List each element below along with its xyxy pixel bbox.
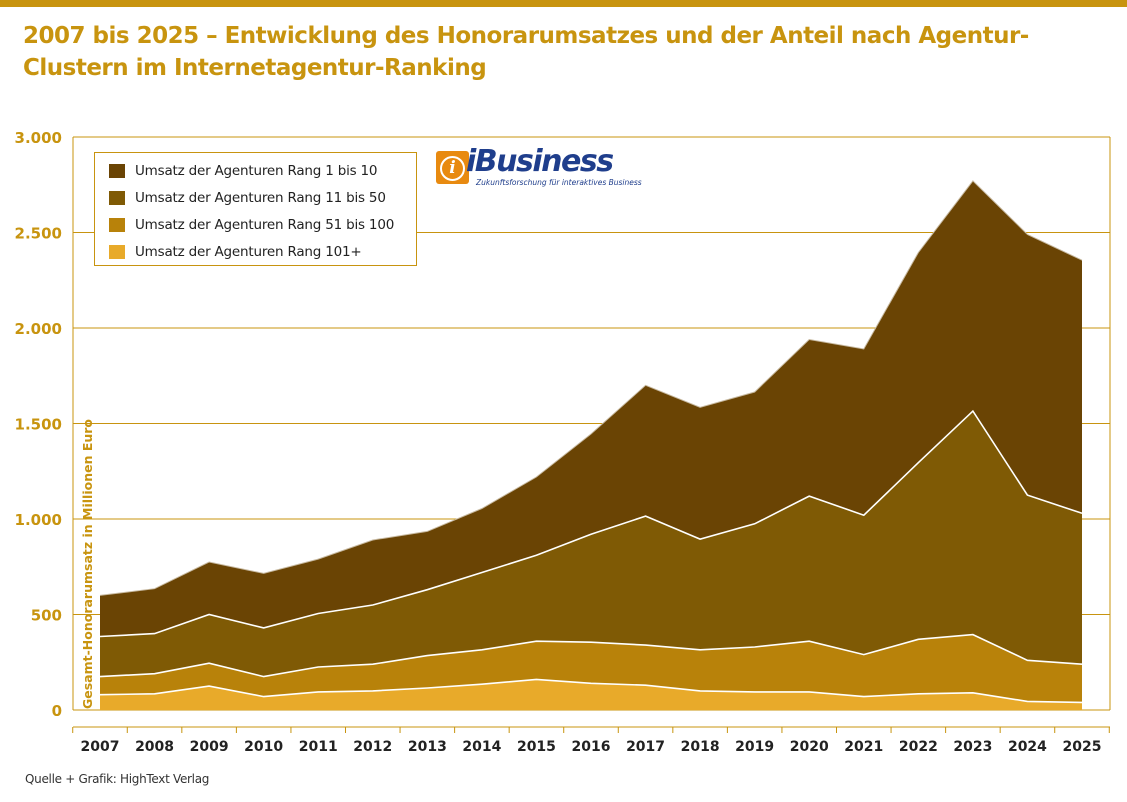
y-tick-label: 1.500 bbox=[15, 416, 62, 434]
chart-title: 2007 bis 2025 – Entwicklung des Honoraru… bbox=[23, 23, 1029, 81]
source-note: Quelle + Grafik: HighText Verlag bbox=[25, 772, 210, 786]
legend-swatch bbox=[109, 245, 125, 259]
x-tick-label: 2012 bbox=[353, 739, 392, 755]
legend-label: Umsatz der Agenturen Rang 1 bis 10 bbox=[135, 163, 378, 179]
y-tick-label: 3.000 bbox=[15, 129, 62, 147]
x-tick-label: 2010 bbox=[244, 739, 283, 755]
legend-swatch bbox=[109, 191, 125, 205]
x-tick-label: 2018 bbox=[681, 739, 720, 755]
info-icon: i bbox=[436, 151, 469, 184]
legend-swatch bbox=[109, 164, 125, 178]
x-tick-label: 2022 bbox=[899, 739, 938, 755]
x-tick-label: 2011 bbox=[299, 739, 338, 755]
x-tick-label: 2021 bbox=[844, 739, 883, 755]
series-line bbox=[99, 678, 1083, 704]
area-series bbox=[100, 679, 1082, 710]
x-tick-label: 2020 bbox=[790, 739, 829, 755]
legend-item: Umsatz der Agenturen Rang 11 bis 50 bbox=[109, 190, 386, 206]
y-tick-label: 1.000 bbox=[15, 511, 62, 529]
y-tick-label: 2.000 bbox=[15, 320, 62, 338]
x-tick-label: 2014 bbox=[462, 739, 501, 755]
top-accent-bar bbox=[0, 0, 1127, 7]
y-tick-label: 500 bbox=[31, 607, 62, 625]
legend-item: Umsatz der Agenturen Rang 51 bis 100 bbox=[109, 217, 394, 233]
x-tick-label: 2007 bbox=[81, 739, 120, 755]
legend-label: Umsatz der Agenturen Rang 11 bis 50 bbox=[135, 190, 386, 206]
legend-label: Umsatz der Agenturen Rang 101+ bbox=[135, 244, 362, 260]
area-series bbox=[100, 411, 1082, 677]
legend: Umsatz der Agenturen Rang 1 bis 10 Umsat… bbox=[94, 152, 417, 266]
ibusiness-logo: i iBusiness Zukunftsforschung für intera… bbox=[436, 144, 642, 192]
y-tick-label: 0 bbox=[52, 702, 62, 720]
x-tick-label: 2017 bbox=[626, 739, 665, 755]
legend-item: Umsatz der Agenturen Rang 1 bis 10 bbox=[109, 163, 378, 179]
x-tick-label: 2025 bbox=[1063, 739, 1102, 755]
logo-name: iBusiness bbox=[466, 144, 614, 179]
legend-label: Umsatz der Agenturen Rang 51 bis 100 bbox=[135, 217, 395, 233]
x-tick-label: 2024 bbox=[1008, 739, 1047, 755]
series-line bbox=[99, 180, 1083, 596]
y-tick-label: 2.500 bbox=[15, 225, 62, 243]
series-line bbox=[99, 409, 1083, 638]
x-tick-label: 2016 bbox=[572, 739, 611, 755]
x-tick-label: 2015 bbox=[517, 739, 556, 755]
area-series bbox=[100, 634, 1082, 703]
series-line bbox=[99, 633, 1083, 678]
x-tick-label: 2009 bbox=[190, 739, 229, 755]
legend-swatch bbox=[109, 218, 125, 232]
x-tick-label: 2023 bbox=[953, 739, 992, 755]
y-axis-title: Gesamt-Honorarumsatz in Millionen Euro bbox=[80, 419, 95, 709]
x-tick-label: 2019 bbox=[735, 739, 774, 755]
x-tick-label: 2013 bbox=[408, 739, 447, 755]
area-series bbox=[100, 180, 1082, 637]
logo-tagline: Zukunftsforschung für interaktives Busin… bbox=[476, 178, 642, 187]
x-tick-label: 2008 bbox=[135, 739, 174, 755]
legend-item: Umsatz der Agenturen Rang 101+ bbox=[109, 244, 362, 260]
